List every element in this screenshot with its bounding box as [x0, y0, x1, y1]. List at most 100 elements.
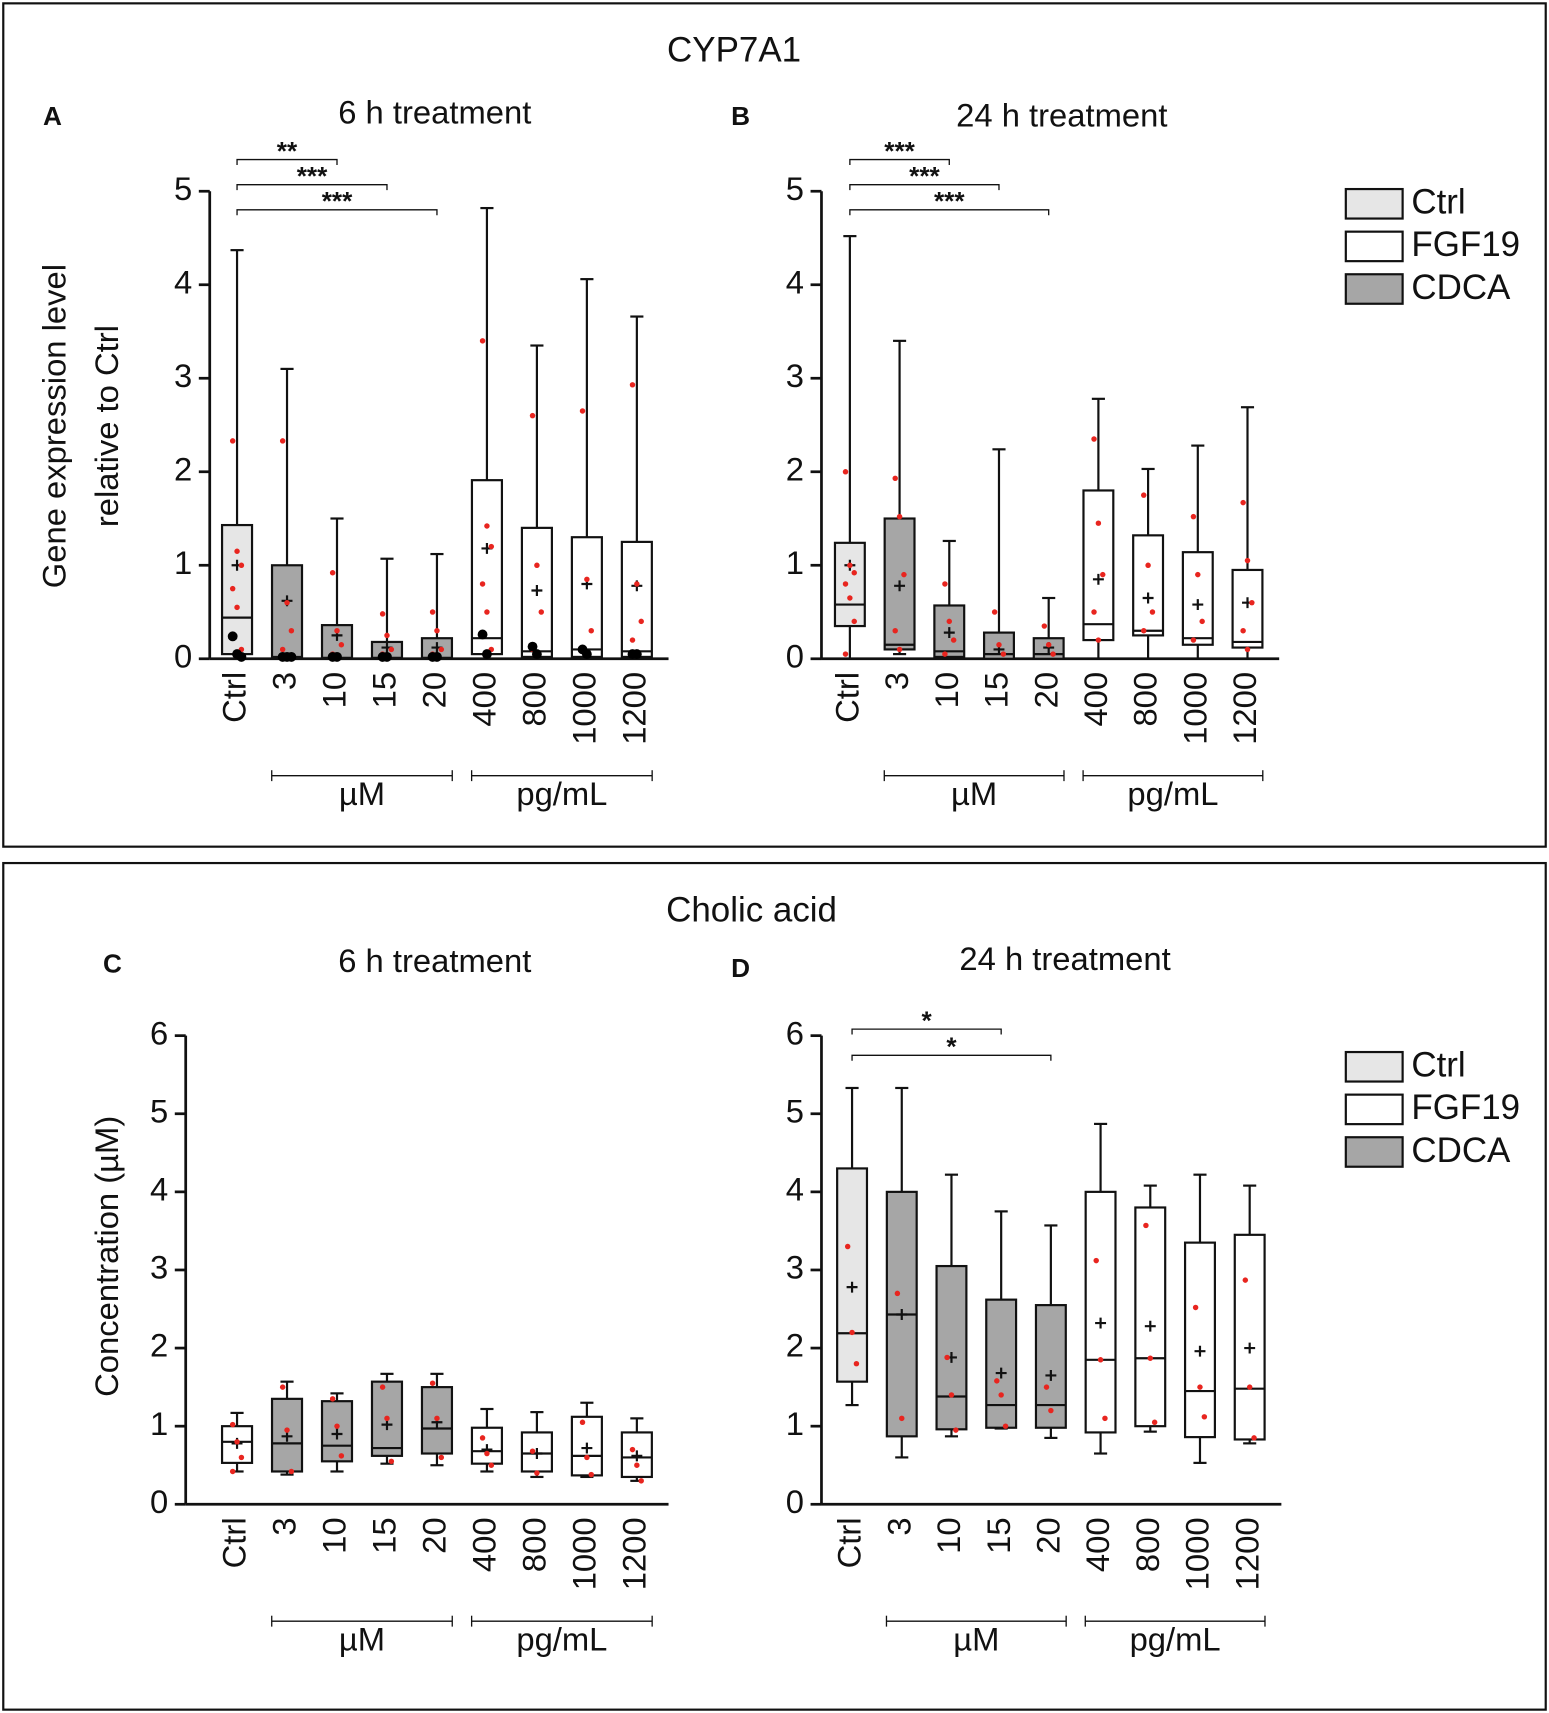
data-point	[1002, 1423, 1009, 1429]
mean-marker	[631, 1450, 643, 1462]
legend-swatch	[1344, 1050, 1404, 1083]
data-point	[1050, 651, 1056, 657]
significance-bracket	[236, 209, 438, 216]
data-point	[638, 618, 644, 625]
mean-marker	[1092, 573, 1104, 585]
data-point	[1240, 499, 1246, 506]
group-label: µM	[953, 1621, 999, 1658]
x-tick-label: 10	[928, 672, 965, 708]
y-tick-label: 5	[786, 1092, 804, 1129]
legend-swatch	[1344, 273, 1404, 305]
data-point	[1197, 1384, 1203, 1390]
x-tick-label: 15	[366, 1517, 403, 1553]
data-point	[1140, 627, 1147, 634]
x-tick-label: 800	[1129, 1517, 1166, 1572]
x-tick-label: 20	[1030, 1517, 1067, 1553]
data-point	[942, 581, 948, 587]
y-tick-label: 4	[174, 263, 192, 300]
data-point	[849, 1329, 855, 1336]
data-point	[1041, 623, 1048, 629]
y-tick-label: 3	[174, 357, 192, 394]
data-point	[1199, 618, 1205, 625]
y-tick-label: 0	[150, 1483, 168, 1520]
data-point	[1149, 609, 1156, 615]
data-point	[488, 543, 495, 550]
data-point	[279, 1384, 286, 1390]
data-point	[942, 651, 948, 657]
data-point	[234, 548, 240, 554]
data-point	[1100, 571, 1106, 578]
panel-title: 6 h treatment	[338, 93, 531, 130]
significance-bracket	[236, 184, 388, 191]
box	[1134, 1206, 1167, 1428]
y-tick-label: 5	[786, 170, 804, 207]
mean-marker	[1045, 1369, 1057, 1381]
y-tick-label: 6	[786, 1014, 804, 1051]
data-point	[629, 1446, 636, 1453]
legend-label: Ctrl	[1411, 1046, 1465, 1085]
significance-label: ***	[297, 161, 328, 191]
significance-label: ***	[934, 186, 965, 216]
data-point	[482, 649, 492, 660]
data-point	[842, 581, 849, 587]
data-point	[279, 646, 286, 653]
y-tick-label: 2	[174, 450, 192, 487]
data-point	[998, 1392, 1004, 1398]
y-tick-label: 6	[150, 1014, 168, 1051]
significance-label: ***	[322, 186, 353, 216]
panel-letter: D	[731, 953, 750, 983]
data-point	[432, 651, 442, 662]
data-point	[338, 642, 345, 648]
data-point	[1095, 637, 1102, 643]
data-point	[382, 651, 392, 662]
data-point	[894, 1290, 901, 1297]
y-tick-label: 1	[174, 544, 192, 581]
data-point	[429, 1380, 436, 1386]
data-point	[529, 1448, 536, 1454]
data-point	[338, 1453, 345, 1459]
x-tick-label: 3	[266, 672, 303, 690]
y-tick-label: 5	[174, 170, 192, 207]
data-point	[896, 646, 903, 653]
data-point	[438, 646, 445, 653]
data-point	[631, 649, 642, 660]
y-axis-label: Gene expression level	[35, 264, 72, 588]
panel-title: 24 h treatment	[959, 940, 1170, 977]
legend-label: CDCA	[1411, 268, 1511, 307]
mean-marker	[1194, 1345, 1206, 1357]
data-point	[634, 1462, 640, 1468]
mean-marker	[995, 1367, 1007, 1379]
data-point	[588, 627, 594, 634]
x-tick-label: 400	[1079, 1517, 1116, 1572]
panel-title: 24 h treatment	[956, 97, 1167, 134]
data-point	[994, 1378, 1000, 1384]
data-point	[851, 618, 857, 625]
data-point	[434, 1415, 440, 1422]
data-point	[950, 637, 957, 643]
y-tick-label: 0	[174, 637, 192, 674]
box	[270, 564, 304, 660]
data-point	[479, 581, 486, 587]
data-point	[1043, 1384, 1050, 1390]
data-point	[238, 1454, 245, 1461]
data-point	[847, 595, 853, 601]
data-point	[1091, 436, 1097, 442]
data-point	[899, 1415, 905, 1422]
data-point	[1097, 1357, 1104, 1363]
data-point	[844, 1243, 851, 1250]
data-point	[484, 523, 490, 529]
legend-label: FGF19	[1411, 225, 1520, 264]
data-point	[634, 581, 640, 587]
mean-marker	[531, 585, 543, 596]
legend-swatch	[1344, 187, 1404, 220]
y-tick-label: 3	[786, 1249, 804, 1286]
data-point	[1251, 1435, 1257, 1441]
data-point	[229, 1421, 236, 1428]
data-point	[484, 609, 490, 615]
data-point	[334, 1423, 340, 1429]
x-tick-label: 1000	[566, 1517, 603, 1590]
significance-label: *	[922, 1005, 933, 1035]
y-tick-label: 4	[786, 263, 804, 300]
data-point	[379, 611, 386, 617]
